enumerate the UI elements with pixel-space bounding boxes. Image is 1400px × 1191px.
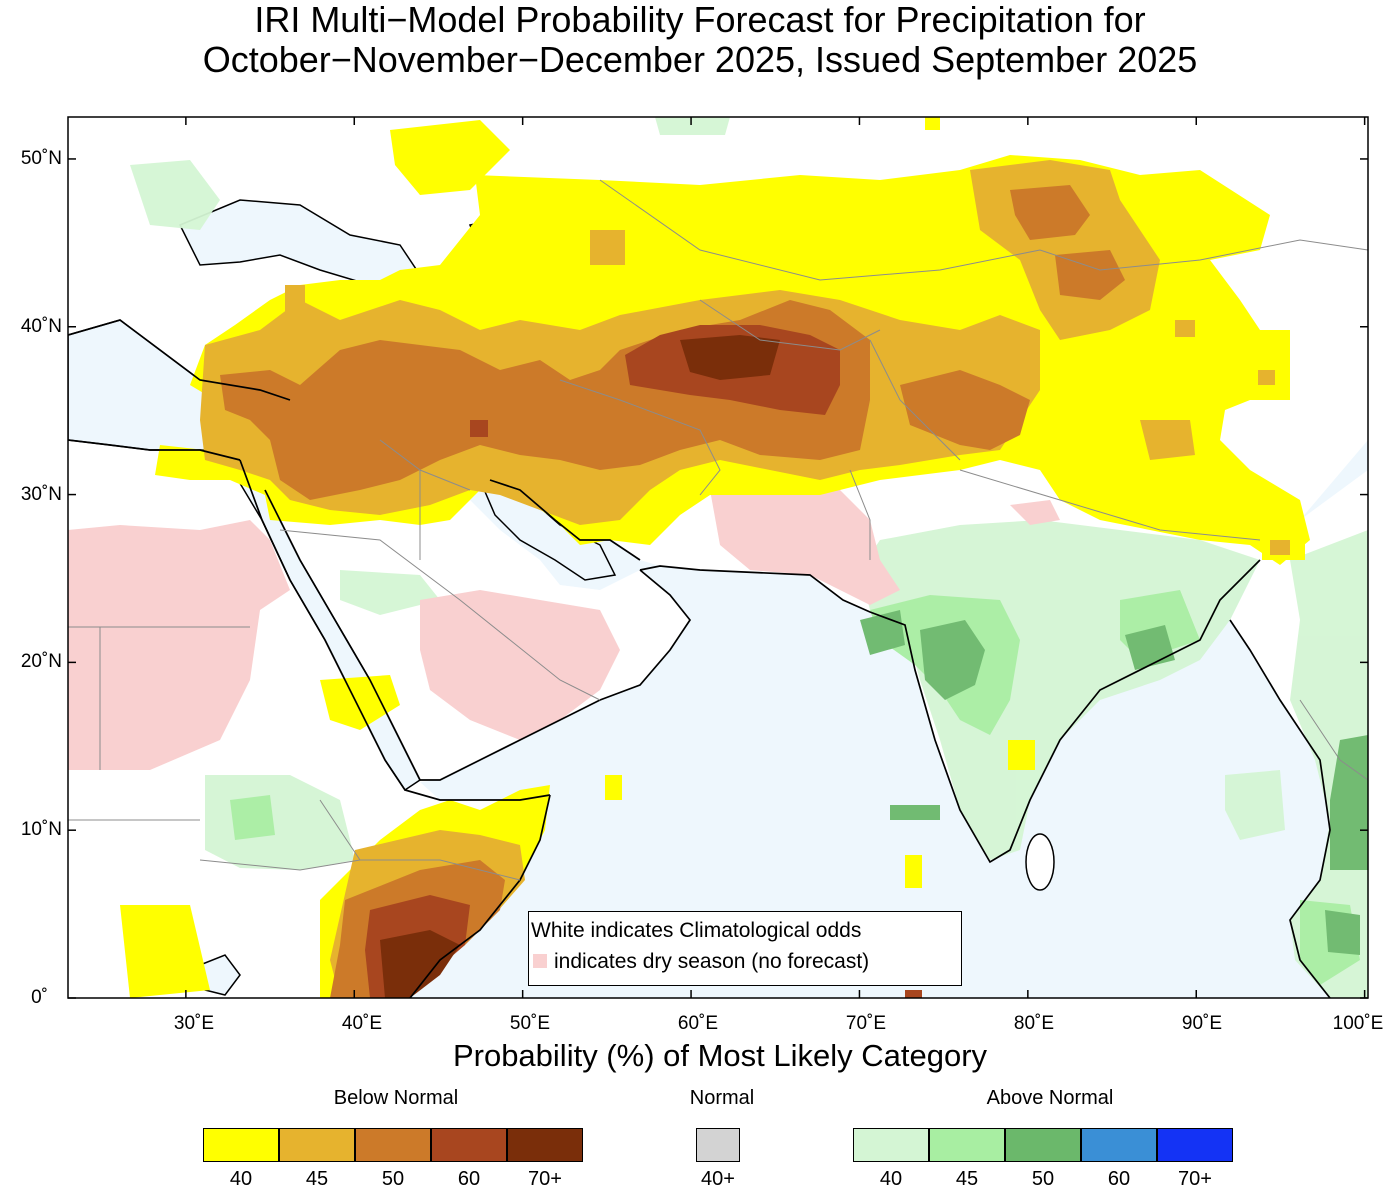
lat-label-50n: 50˚N	[20, 148, 62, 169]
dry-season-swatch	[533, 954, 547, 968]
note-climatological-odds: White indicates Climatological odds	[531, 919, 862, 942]
lon-label-30e: 30˚E	[173, 1013, 215, 1034]
legend-label-below-70: 70+	[528, 1168, 562, 1190]
country-borders	[68, 179, 1368, 881]
legend-label-above-45: 45	[955, 1168, 979, 1190]
climatology-note-box: White indicates Climatological odds indi…	[528, 911, 962, 986]
land-sri-lanka	[1025, 833, 1055, 891]
lat-label-10n: 10˚N	[20, 819, 62, 840]
lon-label-80e: 80˚E	[1013, 1013, 1055, 1034]
legend-label-normal-40: 40+	[701, 1168, 735, 1190]
legend-label-below-50: 50	[381, 1168, 405, 1190]
lon-label-70e: 70˚E	[845, 1013, 887, 1034]
legend-normal-label: Normal	[689, 1087, 755, 1109]
legend-label-below-60: 60	[457, 1168, 481, 1190]
lon-label-40e: 40˚E	[341, 1013, 383, 1034]
legend-subtitle: Probability (%) of Most Likely Category	[452, 1038, 988, 1073]
legend-below-normal-label: Below Normal	[333, 1087, 459, 1109]
legend-swatch-below-70	[507, 1128, 583, 1162]
legend-swatch-above-70	[1157, 1128, 1233, 1162]
note-dry-season: indicates dry season (no forecast)	[554, 950, 870, 973]
dry-season-shading	[68, 330, 1255, 770]
map-ticks	[68, 117, 1368, 999]
legend-swatch-below-40	[203, 1128, 279, 1162]
legend-label-above-50: 50	[1031, 1168, 1055, 1190]
lon-label-50e: 50˚E	[509, 1013, 551, 1034]
lon-label-100e: 100˚E	[1332, 1013, 1384, 1034]
legend-label-above-70: 70+	[1178, 1168, 1212, 1190]
lat-label-20n: 20˚N	[20, 651, 62, 672]
lat-label-0: 0˚	[31, 987, 48, 1008]
legend-above-normal-label: Above Normal	[986, 1087, 1114, 1109]
legend-swatch-below-45	[279, 1128, 355, 1162]
legend-swatch-above-60	[1081, 1128, 1157, 1162]
legend-swatch-above-45	[929, 1128, 1005, 1162]
legend-label-below-45: 45	[305, 1168, 329, 1190]
legend-swatch-above-50	[1005, 1128, 1081, 1162]
lat-label-30n: 30˚N	[20, 484, 62, 505]
legend-swatch-below-50	[355, 1128, 431, 1162]
lon-label-90e: 90˚E	[1181, 1013, 1223, 1034]
legend-swatch-above-40	[853, 1128, 929, 1162]
lon-label-60e: 60˚E	[677, 1013, 719, 1034]
legend-label-above-60: 60	[1107, 1168, 1131, 1190]
lat-label-40n: 40˚N	[20, 316, 62, 337]
map-frame	[67, 116, 1369, 999]
legend-swatch-normal-40	[696, 1128, 740, 1162]
map-title-line-2: October−November−December 2025, Issued S…	[202, 39, 1198, 80]
legend-label-below-40: 40	[229, 1168, 253, 1190]
coastlines	[68, 319, 1331, 998]
legend-label-above-40: 40	[879, 1168, 903, 1190]
legend-swatch-below-60	[431, 1128, 507, 1162]
above-normal-shading	[130, 117, 1368, 998]
map-title-line-1: IRI Multi−Model Probability Forecast for…	[254, 0, 1146, 40]
